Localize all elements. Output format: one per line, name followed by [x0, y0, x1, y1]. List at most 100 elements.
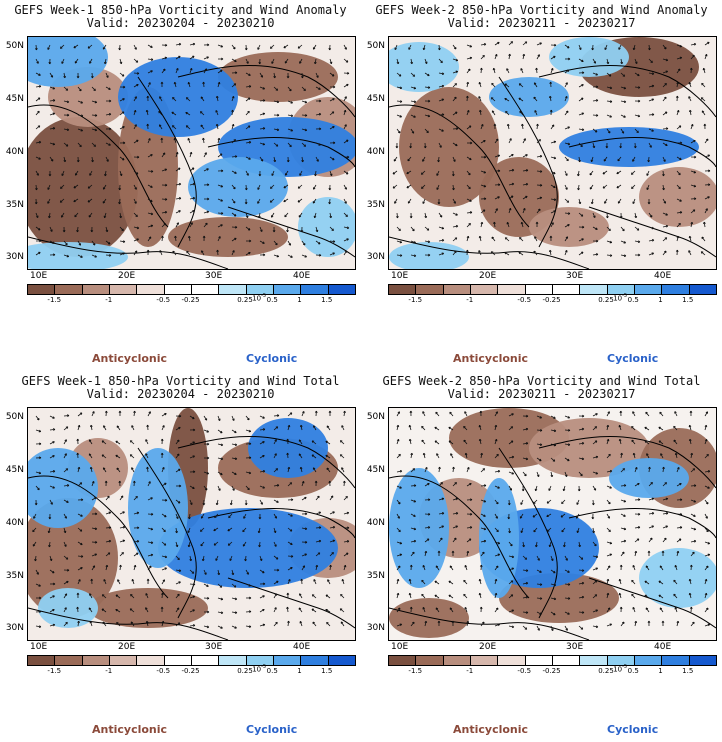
- wind-arrow-head: [81, 555, 84, 557]
- wind-arrow: [329, 252, 335, 256]
- wind-arrow-head: [478, 579, 481, 582]
- wind-arrow: [343, 198, 347, 204]
- wind-arrow: [704, 41, 710, 46]
- wind-arrow: [434, 426, 440, 431]
- wind-arrow: [536, 197, 542, 200]
- wind-arrow-head: [540, 583, 543, 585]
- wind-arrow: [326, 467, 331, 473]
- color-bar: [388, 284, 717, 295]
- wind-arrow: [273, 128, 279, 131]
- wind-arrow-head: [314, 62, 317, 65]
- wind-arrow-head: [316, 229, 319, 232]
- wind-arrow-head: [259, 517, 262, 520]
- wind-arrow-head: [568, 612, 570, 615]
- wind-arrow: [105, 511, 111, 515]
- wind-arrow-head: [526, 457, 529, 460]
- wind-arrow-head: [679, 157, 682, 160]
- wind-arrow: [161, 567, 167, 571]
- wind-arrow: [175, 513, 179, 519]
- wind-arrow: [245, 110, 250, 116]
- wind-arrow-head: [689, 564, 692, 567]
- wind-arrow-head: [582, 225, 585, 228]
- wind-arrow-head: [706, 607, 709, 610]
- wind-arrow: [536, 54, 540, 60]
- wind-arrow-head: [520, 516, 523, 519]
- wind-arrow: [147, 527, 153, 530]
- wind-arrow-head: [408, 593, 411, 596]
- wind-arrow: [161, 223, 166, 228]
- wind-arrow: [452, 537, 457, 543]
- wind-arrow: [396, 240, 402, 243]
- wind-arrow-head: [523, 544, 525, 548]
- wind-arrow: [592, 212, 596, 218]
- wind-arrow-head: [165, 555, 168, 558]
- wind-arrow: [577, 170, 580, 176]
- wind-arrow: [522, 428, 528, 431]
- wind-arrow-head: [638, 99, 641, 102]
- wind-arrow: [522, 625, 527, 630]
- wind-arrow-head: [451, 620, 454, 623]
- wind-arrow: [119, 72, 125, 77]
- lat-label: 40N: [366, 147, 385, 157]
- wind-arrow: [215, 555, 219, 561]
- wind-arrow-head: [564, 96, 568, 98]
- wind-arrow: [438, 512, 444, 515]
- wind-arrow: [704, 470, 710, 473]
- wind-arrow-head: [101, 594, 104, 597]
- wind-arrow-head: [318, 539, 321, 542]
- wind-arrow: [189, 55, 195, 60]
- wind-arrow-head: [470, 498, 473, 500]
- wind-arrow: [479, 579, 482, 585]
- wind-arrow: [245, 58, 249, 64]
- map-canvas-d: [389, 408, 716, 640]
- wind-arrow: [217, 212, 224, 214]
- wind-arrow: [301, 128, 307, 131]
- wind-arrow-head: [582, 71, 585, 73]
- wind-arrow-head: [39, 610, 42, 612]
- wind-arrow: [91, 142, 96, 147]
- wind-arrow: [564, 457, 570, 462]
- wind-arrow: [662, 482, 667, 487]
- wind-arrow: [315, 565, 318, 571]
- wind-arrow-head: [522, 53, 525, 56]
- wind-arrow: [231, 429, 237, 434]
- wind-arrow: [620, 513, 626, 517]
- wind-arrow-head: [593, 530, 595, 534]
- wind-arrow-head: [81, 128, 83, 132]
- wind-arrow: [648, 85, 654, 88]
- color-bar-tick-label: 1: [297, 296, 302, 304]
- wind-arrow-head: [409, 410, 412, 413]
- wind-arrow: [564, 415, 570, 419]
- wind-arrow: [550, 611, 556, 616]
- wind-arrow: [466, 184, 471, 190]
- wind-arrow: [63, 607, 67, 613]
- wind-arrow: [133, 540, 139, 543]
- wind-arrow: [259, 608, 265, 613]
- wind-arrow-head: [286, 452, 288, 456]
- wind-arrow-head: [658, 594, 661, 598]
- wind-arrow: [480, 67, 482, 74]
- wind-arrow-head: [178, 42, 182, 45]
- wind-arrow: [32, 541, 37, 547]
- wind-arrow: [77, 86, 82, 92]
- wind-arrow: [273, 484, 279, 487]
- wind-arrow: [463, 593, 468, 599]
- wind-arrow: [690, 540, 696, 543]
- lon-label: 40E: [654, 271, 672, 281]
- wind-arrow: [35, 429, 41, 432]
- wind-arrow-head: [276, 88, 279, 91]
- wind-arrow-head: [192, 571, 195, 574]
- wind-arrow: [217, 153, 223, 158]
- wind-arrow-head: [347, 155, 350, 158]
- wind-arrow: [313, 579, 317, 585]
- wind-arrow: [631, 439, 636, 445]
- wind-arrow-head: [408, 201, 411, 204]
- wind-arrow: [287, 513, 293, 517]
- wind-arrow-head: [428, 498, 431, 500]
- wind-arrow: [188, 82, 191, 88]
- wind-arrow: [315, 511, 321, 515]
- wind-arrow-head: [39, 456, 42, 459]
- wind-arrow-head: [123, 240, 126, 243]
- wind-arrow: [300, 467, 303, 473]
- wind-arrow: [147, 198, 153, 202]
